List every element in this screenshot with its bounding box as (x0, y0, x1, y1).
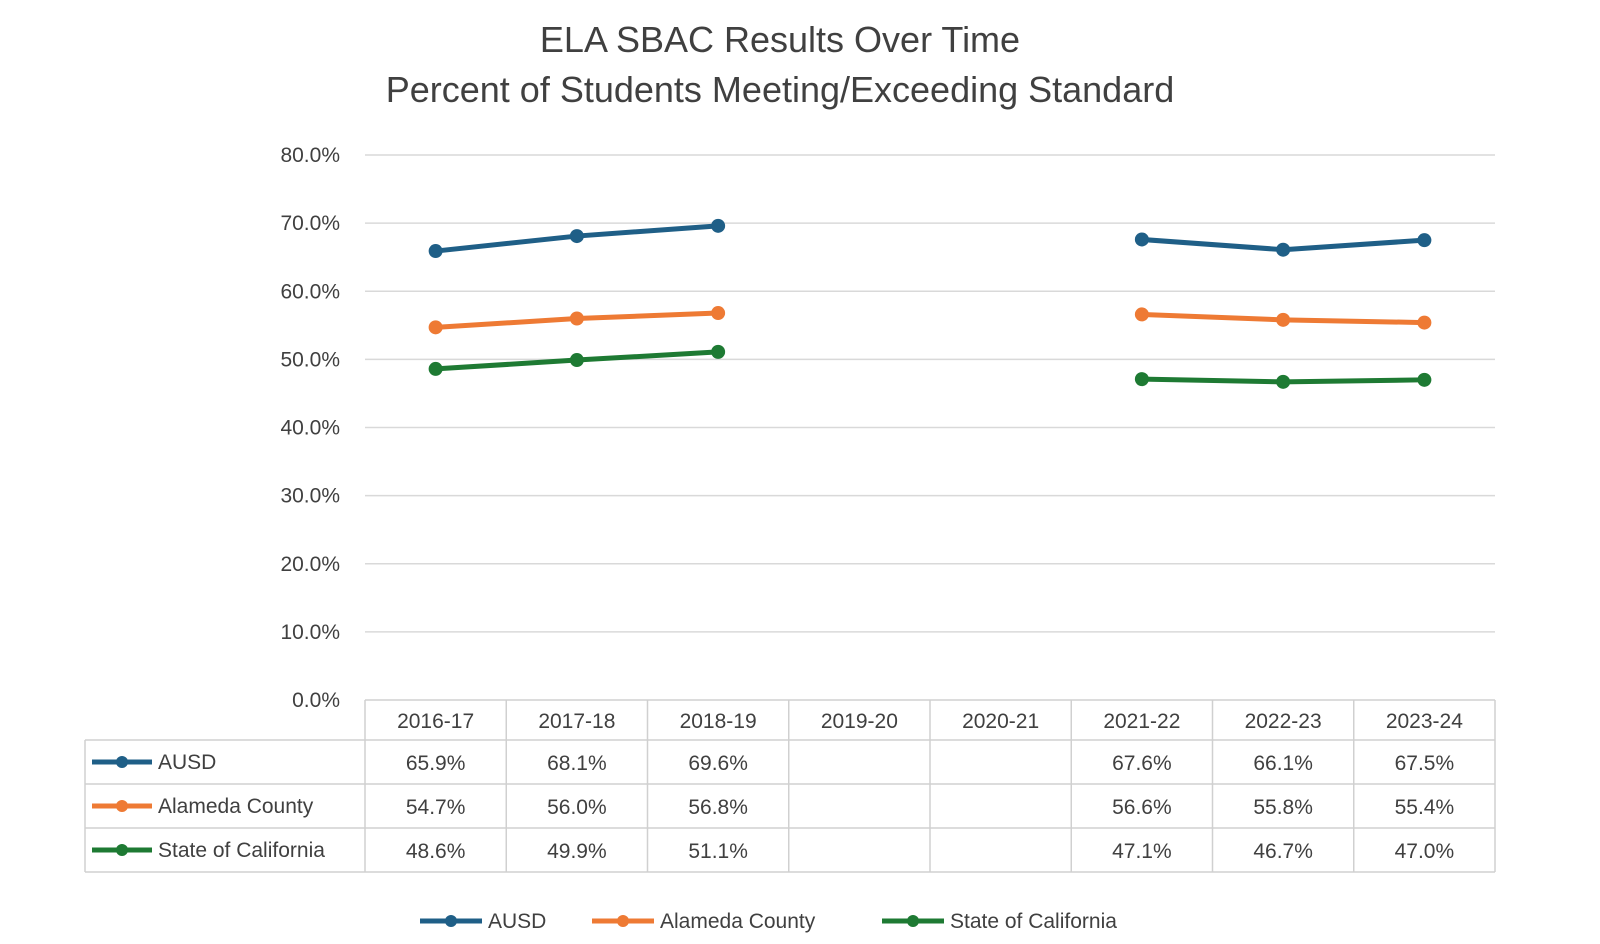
y-tick-label: 80.0% (280, 144, 340, 167)
y-tick-label: 30.0% (280, 485, 340, 508)
table-cell-value: 69.6% (688, 752, 748, 775)
plot-area (428, 218, 1432, 389)
data-point (1276, 242, 1291, 257)
x-category-label: 2016-17 (397, 710, 474, 733)
table-cell-value: 46.7% (1253, 840, 1313, 863)
table-cell-value: 66.1% (1253, 752, 1313, 775)
chart-subtitle: Percent of Students Meeting/Exceeding St… (386, 69, 1175, 110)
y-tick-label: 10.0% (280, 621, 340, 644)
legend-label: AUSD (488, 910, 546, 933)
data-point (1276, 312, 1291, 327)
chart-title: ELA SBAC Results Over Time (540, 19, 1020, 60)
legend-marker (445, 915, 457, 927)
data-table: 2016-17 2017-18 2018-19 2019-20 2020-21 2021-… (84, 699, 1496, 873)
table-cell-value: 67.6% (1112, 752, 1172, 775)
data-point (428, 361, 443, 376)
data-point (569, 311, 584, 326)
data-point (1417, 315, 1432, 330)
row-legend-marker (116, 756, 128, 768)
legend-label: State of California (950, 910, 1117, 933)
data-point (711, 218, 726, 233)
table-row-label: AUSD (158, 751, 216, 774)
data-point (711, 344, 726, 359)
x-category-label: 2020-21 (962, 710, 1039, 733)
table-row-label: Alameda County (158, 795, 314, 818)
data-point (1276, 374, 1291, 389)
legend: AUSD Alameda County State of California (420, 910, 1117, 933)
table-cell-value: 56.6% (1112, 796, 1172, 819)
table-cell-value: 65.9% (406, 752, 466, 775)
data-point (428, 320, 443, 335)
x-category-label: 2017-18 (538, 710, 615, 733)
x-category-label: 2022-23 (1245, 710, 1322, 733)
table-cell-value: 51.1% (688, 840, 748, 863)
y-tick-label: 50.0% (280, 348, 340, 371)
legend-label: Alameda County (660, 910, 816, 933)
data-point (1417, 372, 1432, 387)
x-category-label: 2023-24 (1386, 710, 1463, 733)
row-legend-marker (116, 844, 128, 856)
x-category-label: 2021-22 (1103, 710, 1180, 733)
y-tick-label: 70.0% (280, 212, 340, 235)
table-cell-value: 47.0% (1395, 840, 1455, 863)
table-cell-value: 55.4% (1395, 796, 1455, 819)
data-point (711, 306, 726, 321)
y-tick-label: 60.0% (280, 280, 340, 303)
table-cell-value: 47.1% (1112, 840, 1172, 863)
data-point (1134, 372, 1149, 387)
data-point (1134, 307, 1149, 322)
row-legend-marker (116, 800, 128, 812)
x-category-label: 2018-19 (680, 710, 757, 733)
data-point (569, 229, 584, 244)
table-cell-value: 56.0% (547, 796, 607, 819)
legend-marker (907, 915, 919, 927)
y-tick-label: 20.0% (280, 553, 340, 576)
x-category-label: 2019-20 (821, 710, 898, 733)
y-axis-ticks: 80.0% 70.0% 60.0% 50.0% 40.0% 30.0% 20.0% 10.0%… (280, 144, 340, 712)
table-cell-value: 68.1% (547, 752, 607, 775)
table-cell-value: 67.5% (1395, 752, 1455, 775)
data-point (1417, 233, 1432, 248)
table-cell-value: 56.8% (688, 796, 748, 819)
legend-marker (617, 915, 629, 927)
data-point (1134, 232, 1149, 247)
table-cell-value: 54.7% (406, 796, 466, 819)
table-cell-value: 55.8% (1253, 796, 1313, 819)
table-cell-value: 48.6% (406, 840, 466, 863)
table-row-label: State of California (158, 839, 325, 862)
gridlines (365, 154, 1495, 633)
data-point (428, 244, 443, 259)
y-tick-label: 40.0% (280, 417, 340, 440)
data-point (569, 353, 584, 368)
table-cell-value: 49.9% (547, 840, 607, 863)
y-tick-label: 0.0% (292, 689, 340, 712)
